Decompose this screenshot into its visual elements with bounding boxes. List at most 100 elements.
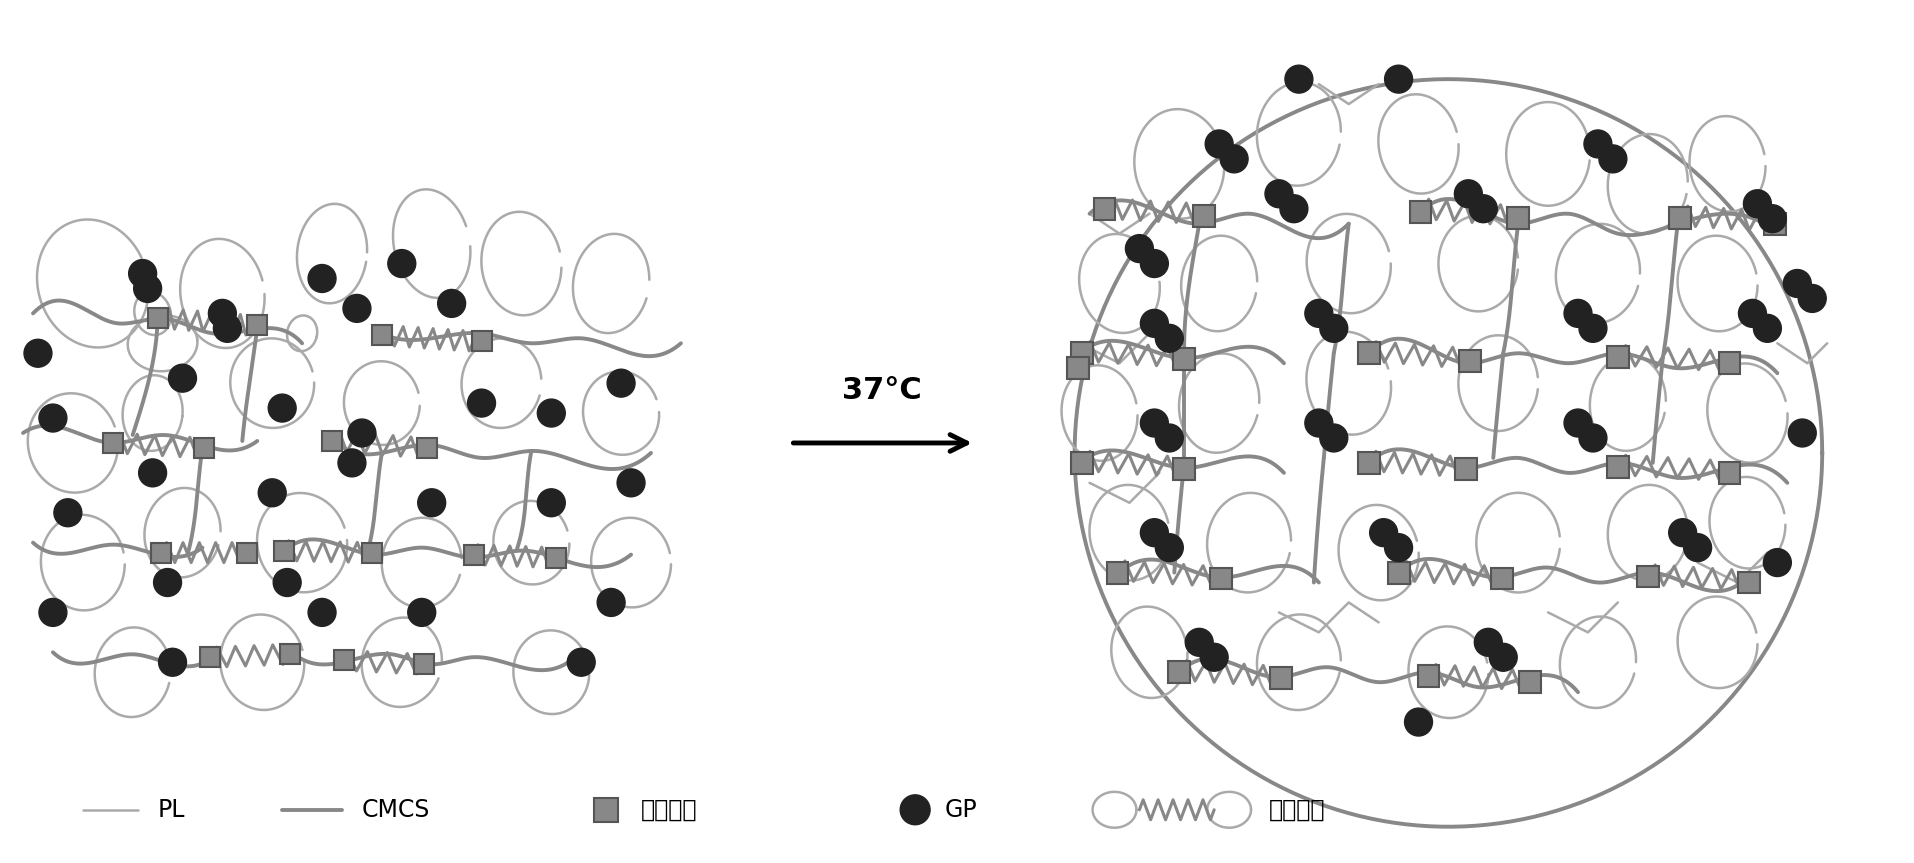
Bar — [1409, 201, 1432, 223]
Text: 结合位点: 结合位点 — [641, 797, 697, 822]
Bar — [1173, 349, 1194, 370]
Circle shape — [1742, 190, 1770, 217]
Bar — [195, 438, 214, 458]
Bar — [1763, 212, 1786, 235]
Circle shape — [1682, 533, 1711, 562]
Circle shape — [1564, 299, 1591, 327]
Circle shape — [159, 648, 186, 677]
Bar — [103, 433, 122, 453]
Bar — [417, 438, 436, 458]
Bar — [1192, 205, 1215, 227]
Circle shape — [1763, 549, 1790, 576]
Text: 37°C: 37°C — [842, 376, 923, 405]
Circle shape — [1141, 519, 1168, 546]
Circle shape — [438, 289, 465, 318]
Bar — [1173, 458, 1194, 480]
Bar — [545, 548, 567, 568]
Circle shape — [308, 598, 335, 627]
Circle shape — [1403, 709, 1432, 736]
Circle shape — [417, 488, 446, 517]
Circle shape — [1579, 314, 1606, 343]
Bar — [322, 431, 343, 451]
Circle shape — [1583, 130, 1612, 158]
Circle shape — [54, 499, 82, 526]
Circle shape — [268, 394, 297, 422]
Circle shape — [538, 488, 565, 517]
Circle shape — [339, 449, 366, 477]
Bar — [1416, 665, 1439, 687]
Circle shape — [38, 598, 67, 627]
Circle shape — [209, 299, 235, 327]
Circle shape — [1598, 145, 1627, 173]
Circle shape — [1579, 424, 1606, 452]
Bar — [413, 654, 433, 674]
Bar — [274, 540, 295, 561]
Bar — [279, 645, 300, 665]
Bar — [1070, 343, 1093, 364]
Circle shape — [1319, 314, 1347, 343]
Bar — [147, 308, 167, 328]
Circle shape — [1782, 269, 1811, 298]
Circle shape — [1319, 424, 1347, 452]
Circle shape — [1141, 249, 1168, 278]
Bar — [1606, 456, 1629, 478]
Bar — [1738, 571, 1759, 594]
Circle shape — [1474, 628, 1501, 656]
Bar — [463, 545, 482, 564]
Circle shape — [258, 479, 285, 507]
Circle shape — [1757, 205, 1786, 233]
Circle shape — [134, 274, 161, 302]
Bar — [1717, 352, 1740, 375]
Circle shape — [212, 314, 241, 343]
Text: CMCS: CMCS — [362, 797, 431, 822]
Circle shape — [348, 419, 375, 447]
Bar — [1070, 452, 1093, 474]
Bar — [1093, 198, 1116, 220]
Circle shape — [389, 249, 415, 278]
Circle shape — [1384, 66, 1413, 93]
Circle shape — [138, 459, 167, 487]
Bar — [1455, 458, 1476, 480]
Bar — [1506, 207, 1529, 229]
Bar — [1717, 462, 1740, 484]
Circle shape — [168, 364, 197, 392]
Bar — [471, 331, 492, 351]
Circle shape — [1303, 409, 1332, 437]
Circle shape — [153, 569, 182, 596]
Bar — [201, 647, 220, 667]
Circle shape — [1667, 519, 1696, 546]
Circle shape — [1284, 66, 1313, 93]
Circle shape — [607, 369, 635, 397]
Bar — [237, 543, 256, 563]
Bar — [333, 651, 354, 671]
Circle shape — [38, 404, 67, 432]
Bar — [1606, 346, 1629, 369]
Bar — [1168, 661, 1191, 683]
Circle shape — [1204, 130, 1233, 158]
Circle shape — [567, 648, 595, 677]
Bar — [1106, 562, 1127, 583]
Bar — [362, 543, 381, 563]
Circle shape — [274, 569, 300, 596]
Bar — [247, 315, 268, 336]
Circle shape — [1154, 324, 1183, 352]
Circle shape — [616, 469, 645, 497]
Text: GP: GP — [944, 797, 978, 822]
Bar — [1667, 207, 1690, 229]
Circle shape — [343, 294, 371, 323]
Bar — [1388, 562, 1409, 583]
Circle shape — [1303, 299, 1332, 327]
Circle shape — [1141, 310, 1168, 337]
Circle shape — [1384, 533, 1413, 562]
Circle shape — [1154, 424, 1183, 452]
Circle shape — [1797, 285, 1826, 312]
Circle shape — [1738, 299, 1765, 327]
Circle shape — [1279, 195, 1307, 223]
Bar — [1518, 671, 1541, 693]
Circle shape — [408, 598, 436, 627]
Circle shape — [1753, 314, 1780, 343]
Bar — [1357, 343, 1378, 364]
Bar — [371, 325, 392, 345]
Circle shape — [1489, 643, 1516, 671]
Circle shape — [1564, 409, 1591, 437]
